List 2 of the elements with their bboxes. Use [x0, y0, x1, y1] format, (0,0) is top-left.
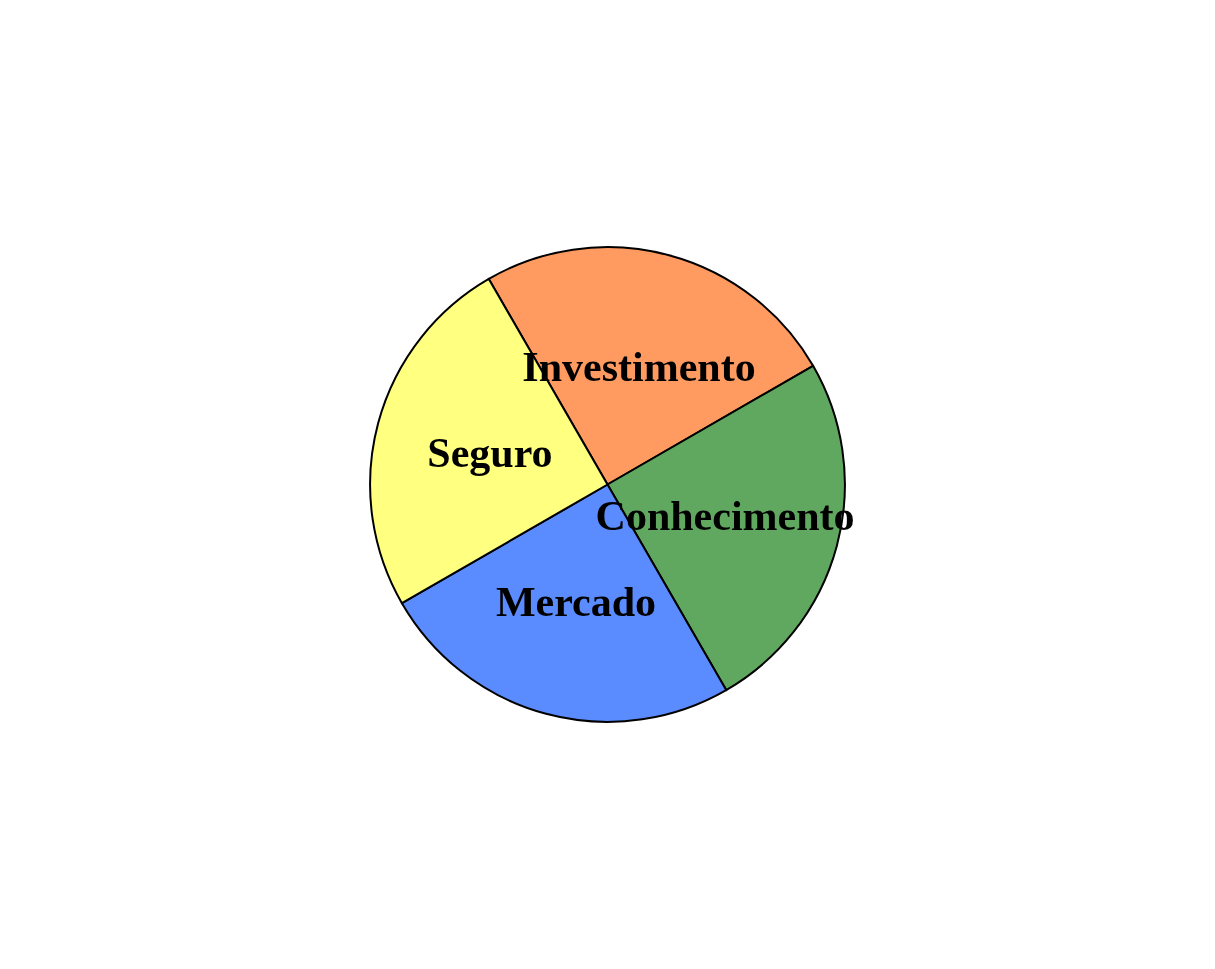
slice-label: Mercado [495, 579, 657, 626]
slice-label: Seguro [427, 430, 553, 476]
